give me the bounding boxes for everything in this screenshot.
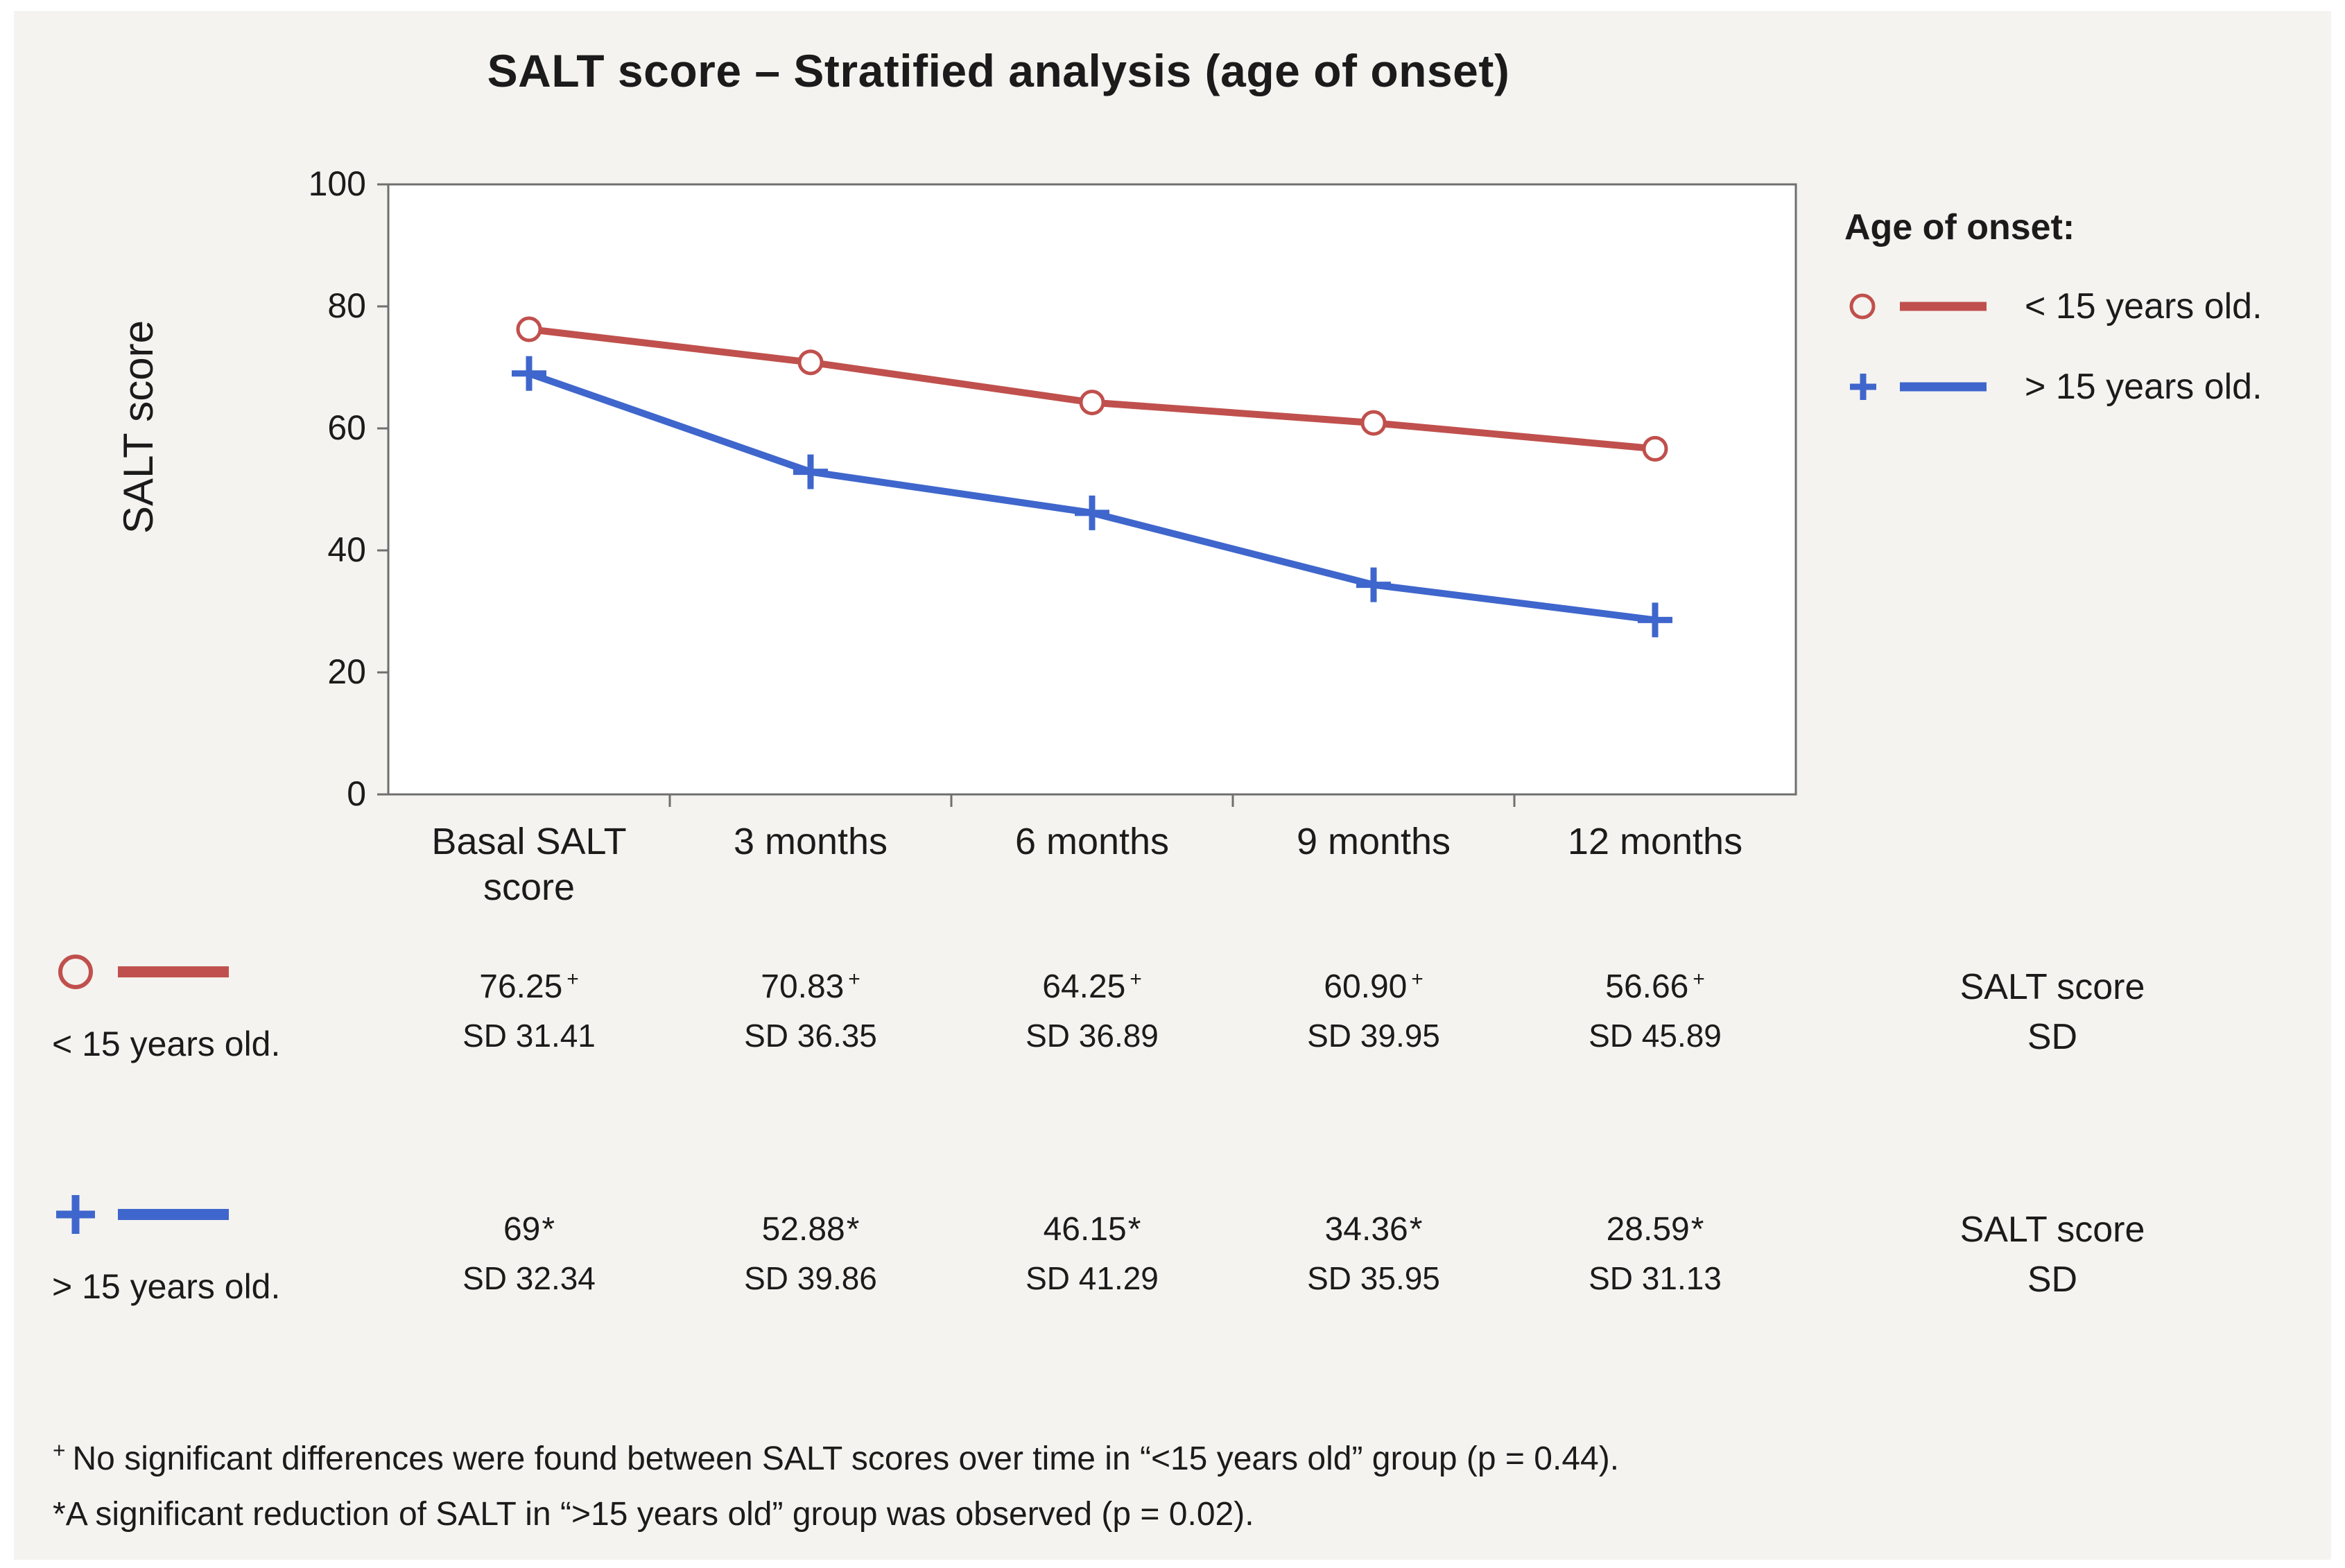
significance-flag: * <box>1409 1211 1423 1248</box>
table-cell: 70.83 + SD 36.35 <box>670 947 951 1054</box>
figure-card: SALT score – Stratified analysis (age of… <box>14 11 2331 1560</box>
circle-line-swatch-icon <box>1849 293 1987 320</box>
svg-text:80: 80 <box>327 286 366 325</box>
line-chart: 0 20 40 60 80 100 Basal SALT score 3 months 6 mon… <box>270 159 1817 1026</box>
legend-item-over-15: > 15 years old. <box>1844 365 2262 409</box>
sd-value: SD 45.89 <box>1589 1018 1722 1054</box>
footnote-text: A significant reduction of SALT in “>15 … <box>65 1496 1254 1533</box>
svg-text:score: score <box>483 866 575 908</box>
footnotes: + No significant differences were found b… <box>53 1422 1619 1542</box>
plus-line-swatch-icon <box>1850 374 1987 400</box>
sd-value: SD 32.34 <box>462 1260 596 1296</box>
svg-text:9 months: 9 months <box>1297 821 1451 862</box>
svg-text:60: 60 <box>327 408 366 447</box>
plus-line-key-icon <box>56 1195 229 1234</box>
table-row-under-15: < 15 years old. 76.25 + SD 31.41 70.83 + S… <box>14 947 2345 1064</box>
sd-value: SD 31.41 <box>462 1018 596 1054</box>
significance-flag: * <box>1127 1211 1141 1248</box>
mean-value: 46.15* <box>1043 1211 1141 1248</box>
svg-text:100: 100 <box>309 164 366 203</box>
mean-value: 52.88* <box>761 1211 860 1248</box>
footnote-asterisk: *A significant reduction of SALT in “>15… <box>53 1487 1619 1542</box>
footnote-marker: * <box>53 1496 66 1533</box>
legend-item-under-15: < 15 years old. <box>1844 284 2262 329</box>
significance-flag: + <box>1693 968 1705 991</box>
mean-value: 28.59* <box>1606 1211 1704 1248</box>
significance-flag: * <box>846 1211 860 1248</box>
legend: Age of onset: < 15 years old. > 15 years… <box>1844 207 2262 409</box>
svg-text:20: 20 <box>327 652 366 691</box>
significance-flag: + <box>1411 968 1424 991</box>
mean-value: 60.90 + <box>1324 968 1424 1005</box>
sd-value: SD 36.35 <box>744 1018 877 1054</box>
table-cell: 56.66 + SD 45.89 <box>1514 947 1796 1054</box>
table-cell: 69* SD 32.34 <box>388 1190 670 1297</box>
significance-flag: * <box>1690 1211 1704 1248</box>
table-row-over-15: > 15 years old. 69* SD 32.34 52.88* SD 3… <box>14 1190 2345 1307</box>
mean-value: 56.66 + <box>1605 968 1705 1005</box>
chart-title: SALT score – Stratified analysis (age of… <box>487 45 1510 96</box>
table-cell: 52.88* SD 39.86 <box>670 1190 951 1297</box>
svg-text:12 months: 12 months <box>1568 821 1742 862</box>
mean-value: 76.25 + <box>479 968 579 1005</box>
sd-value: SD 31.13 <box>1589 1260 1722 1296</box>
table-cell: 64.25 + SD 36.89 <box>951 947 1233 1054</box>
legend-title: Age of onset: <box>1844 207 2075 247</box>
legend-item-label: > 15 years old. <box>2025 367 2262 407</box>
footnote-marker: + <box>53 1438 66 1463</box>
y-axis-label: SALT score <box>115 320 162 534</box>
table-cell: 28.59* SD 31.13 <box>1514 1190 1796 1297</box>
table-cell: 46.15* SD 41.29 <box>951 1190 1233 1297</box>
svg-text:6 months: 6 months <box>1015 821 1169 862</box>
footnote-plus: + No significant differences were found b… <box>53 1422 1619 1487</box>
mean-value: 34.36* <box>1324 1211 1423 1248</box>
mean-value: 70.83 + <box>761 968 860 1005</box>
sd-value: SD 35.95 <box>1307 1260 1440 1296</box>
series-key-label: > 15 years old. <box>52 1267 281 1306</box>
mean-value: 69* <box>503 1211 555 1248</box>
significance-flag: + <box>848 968 860 991</box>
svg-text:3 months: 3 months <box>734 821 888 862</box>
svg-text:0: 0 <box>347 774 366 813</box>
legend-item-label: < 15 years old. <box>2025 286 2262 326</box>
sd-value: SD 39.95 <box>1307 1018 1440 1054</box>
series-key-over-15: > 15 years old. <box>14 1190 388 1307</box>
sd-value: SD 36.89 <box>1026 1018 1159 1054</box>
row-right-label: SALT score SD <box>1959 1210 2145 1300</box>
table-cell: 34.36* SD 35.95 <box>1233 1190 1514 1297</box>
sd-value: SD 39.86 <box>744 1260 877 1296</box>
circle-line-key-icon <box>58 955 229 989</box>
table-cell: 60.90 + SD 39.95 <box>1233 947 1514 1054</box>
footnote-text: No significant differences were found be… <box>72 1440 1620 1477</box>
sd-value: SD 41.29 <box>1026 1260 1159 1296</box>
mean-value: 64.25 + <box>1042 968 1142 1005</box>
significance-flag: + <box>1130 968 1142 991</box>
significance-flag: + <box>566 968 579 991</box>
svg-text:Basal SALT: Basal SALT <box>431 821 626 862</box>
table-cell: 76.25 + SD 31.41 <box>388 947 670 1054</box>
svg-text:40: 40 <box>327 530 366 569</box>
series-key-label: < 15 years old. <box>52 1025 281 1063</box>
significance-flag: * <box>542 1211 555 1248</box>
series-key-under-15: < 15 years old. <box>14 947 388 1064</box>
row-right-label: SALT score SD <box>1959 967 2145 1057</box>
